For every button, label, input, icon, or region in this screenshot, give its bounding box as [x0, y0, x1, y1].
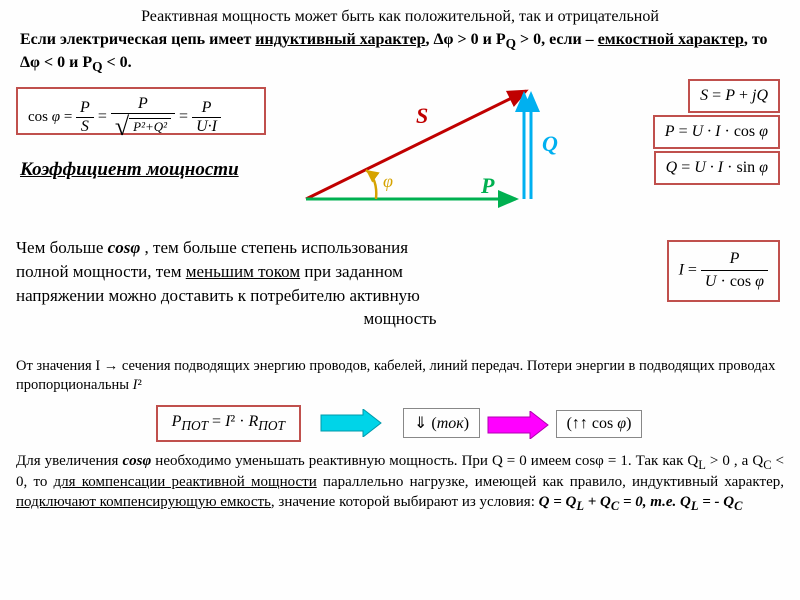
- triangle-svg: S P Q φ: [286, 79, 576, 219]
- formula-I: I = PU · cos φ: [667, 240, 780, 302]
- paragraph-2: Чем больше cosφ , тем больше степень исп…: [16, 236, 784, 331]
- q-label: Q: [542, 131, 558, 156]
- paragraph-4: Для увеличения cosφ необходимо уменьшать…: [16, 452, 784, 514]
- arrow-magenta: [486, 411, 550, 439]
- header-text: Реактивная мощность может быть как полож…: [16, 8, 784, 26]
- s-label: S: [416, 103, 428, 128]
- loss-arrow-row: PПОТ = I² · RПОТ ⇓ (ток) (↑↑ cos φ): [16, 405, 784, 442]
- formula-S: S = P + jQ: [688, 79, 780, 113]
- formula-P: P = U · I · cos φ: [653, 115, 780, 149]
- formula-cosphi: cos φ = PS = P√P²+Q² = PU·I: [16, 87, 266, 135]
- paragraph-3: От значения I → сечения подводящих энерг…: [16, 357, 784, 395]
- formula-Q: Q = U · I · sin φ: [654, 151, 780, 185]
- phi-label: φ: [383, 171, 393, 191]
- paragraph-1: Если электрическая цепь имеет индуктивны…: [16, 30, 784, 75]
- power-triangle-diagram: S P Q φ: [286, 79, 576, 219]
- p-label: P: [480, 173, 495, 198]
- formula-loss: PПОТ = I² · RПОТ: [156, 405, 301, 442]
- token-group: ⇓ (ток) (↑↑ cos φ): [401, 408, 644, 439]
- arrow-cyan: [319, 409, 383, 437]
- token-cos: (↑↑ cos φ): [556, 410, 643, 438]
- formula-row: cos φ = PS = P√P²+Q² = PU·I Коэффициент …: [16, 79, 784, 234]
- token-tok: ⇓ (ток): [403, 408, 480, 438]
- coefficient-label: Коэффициент мощности: [20, 159, 239, 181]
